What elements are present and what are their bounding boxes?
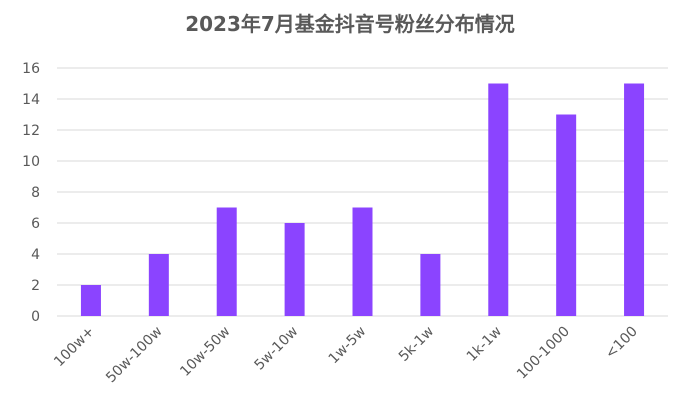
chart-title: 2023年7月基金抖音号粉丝分布情况 — [185, 12, 515, 36]
bar — [148, 254, 169, 316]
y-tick-label: 6 — [31, 216, 40, 232]
x-tick-label: 1k-1w — [464, 324, 505, 365]
x-tick-label: 10w-50w — [177, 324, 233, 380]
bar — [556, 114, 577, 316]
x-tick-label: 5k-1w — [396, 324, 437, 365]
x-tick-label: 50w-100w — [103, 324, 166, 387]
x-tick-label: 100w+ — [51, 324, 98, 371]
y-tick-label: 8 — [31, 185, 40, 201]
bar — [80, 285, 101, 316]
x-tick-label: 1w-5w — [326, 324, 370, 368]
x-tick-label: <100 — [602, 324, 641, 363]
y-tick-label: 10 — [22, 154, 40, 170]
bar — [488, 83, 509, 316]
x-tick-label: 5w-10w — [251, 324, 301, 374]
bar — [284, 223, 305, 316]
x-tick-label: 100-1000 — [514, 324, 573, 383]
bar — [420, 254, 441, 316]
y-tick-label: 16 — [22, 61, 40, 77]
bar — [216, 207, 237, 316]
y-tick-label: 12 — [22, 123, 40, 139]
y-tick-label: 4 — [31, 247, 40, 263]
y-tick-label: 14 — [22, 92, 40, 108]
bar — [624, 83, 645, 316]
y-tick-label: 2 — [31, 278, 40, 294]
y-tick-label: 0 — [31, 309, 40, 325]
bar — [352, 207, 373, 316]
